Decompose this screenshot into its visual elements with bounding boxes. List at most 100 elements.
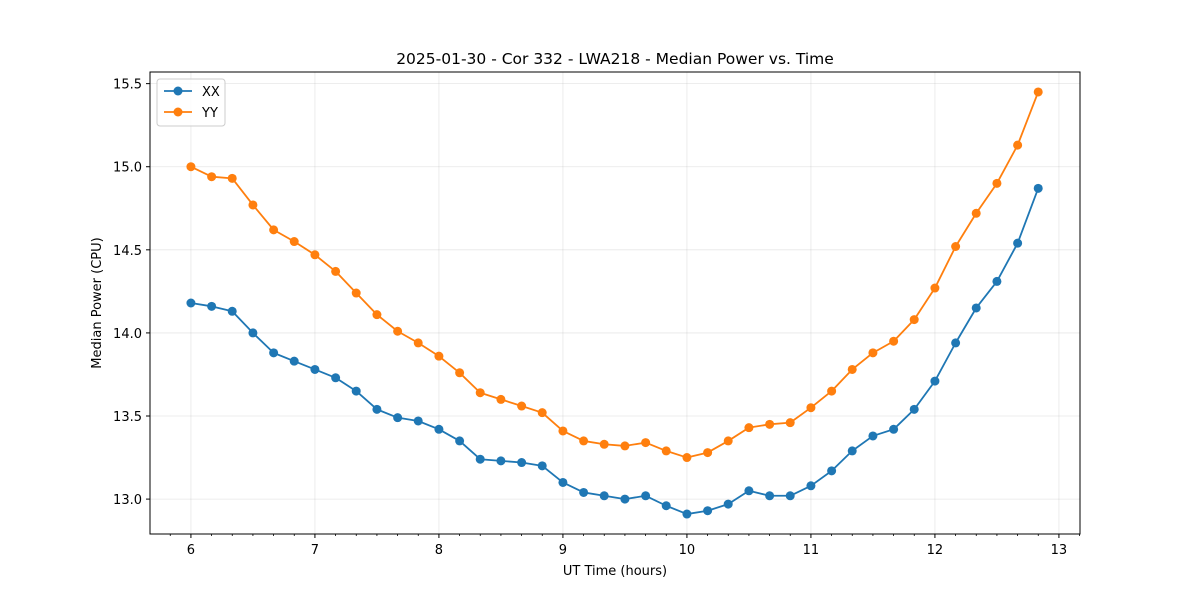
legend-marker-yy (173, 107, 183, 117)
data-point-xx (909, 404, 919, 414)
x-tick-label: 9 (559, 543, 567, 558)
data-point-xx (455, 436, 465, 446)
data-point-xx (207, 301, 217, 311)
data-point-yy (599, 439, 609, 449)
x-axis-label: UT Time (hours) (563, 564, 667, 579)
data-point-xx (827, 466, 837, 476)
data-point-yy (827, 386, 837, 396)
data-point-xx (413, 416, 423, 426)
data-point-xx (393, 413, 403, 423)
data-point-xx (227, 306, 237, 316)
data-point-yy (372, 310, 382, 320)
data-point-xx (269, 348, 279, 358)
x-tick-label: 10 (679, 543, 696, 558)
data-point-xx (248, 328, 258, 338)
data-point-xx (971, 303, 981, 313)
data-point-yy (496, 394, 506, 404)
legend-label-yy: YY (201, 106, 218, 121)
data-point-yy (620, 441, 630, 451)
data-point-xx (434, 424, 444, 434)
legend-marker-xx (173, 86, 183, 96)
data-point-yy (331, 266, 341, 276)
data-point-xx (372, 404, 382, 414)
x-tick-label: 7 (311, 543, 319, 558)
x-tick-label: 13 (1051, 543, 1068, 558)
data-point-yy (641, 438, 651, 448)
data-point-xx (496, 456, 506, 466)
data-point-yy (289, 237, 299, 247)
data-point-yy (868, 348, 878, 358)
data-point-xx (930, 376, 940, 386)
data-point-yy (207, 172, 217, 182)
series-yy (186, 87, 1043, 463)
chart-title: 2025-01-30 - Cor 332 - LWA218 - Median P… (396, 50, 834, 68)
data-point-yy (930, 283, 940, 293)
data-point-yy (951, 241, 961, 251)
legend: XX YY (156, 78, 226, 127)
data-point-xx (992, 276, 1002, 286)
data-point-xx (723, 499, 733, 509)
x-tick-label: 12 (927, 543, 944, 558)
data-point-yy (889, 336, 899, 346)
series-xx (186, 183, 1043, 519)
data-point-yy (227, 173, 237, 183)
legend-label-xx: XX (202, 85, 220, 100)
data-point-xx (868, 431, 878, 441)
data-point-yy (723, 436, 733, 446)
data-point-yy (682, 453, 692, 463)
data-point-yy (992, 178, 1002, 188)
data-point-xx (951, 338, 961, 348)
data-point-yy (579, 436, 589, 446)
data-point-xx (847, 446, 857, 456)
data-point-xx (186, 298, 196, 308)
data-point-xx (620, 494, 630, 504)
x-tick-label: 6 (187, 543, 195, 558)
data-point-xx (599, 491, 609, 501)
y-tick-label: 13.5 (113, 410, 142, 425)
y-tick-label: 15.5 (113, 78, 142, 93)
data-point-xx (331, 373, 341, 383)
y-axis-label: Median Power (CPU) (90, 237, 105, 368)
data-point-xx (1033, 183, 1043, 193)
data-point-yy (517, 401, 527, 411)
data-point-yy (806, 403, 816, 413)
data-point-xx (537, 461, 547, 471)
data-point-yy (455, 368, 465, 378)
data-point-xx (558, 477, 568, 487)
data-point-xx (579, 487, 589, 497)
data-point-yy (1033, 87, 1043, 97)
data-point-xx (517, 458, 527, 468)
data-point-xx (289, 356, 299, 366)
data-point-xx (351, 386, 361, 396)
data-point-yy (475, 388, 485, 398)
data-point-xx (310, 364, 320, 374)
data-point-yy (1013, 140, 1023, 150)
data-point-xx (744, 486, 754, 496)
grid (150, 72, 1080, 534)
data-point-xx (661, 501, 671, 511)
data-point-yy (248, 200, 258, 210)
data-point-yy (847, 364, 857, 374)
x-tick-label: 11 (803, 543, 820, 558)
data-point-yy (558, 426, 568, 436)
series-layer (186, 87, 1043, 519)
y-tick-label: 14.5 (113, 244, 142, 259)
data-point-yy (269, 225, 279, 235)
data-point-xx (806, 481, 816, 491)
y-tick-label: 13.0 (113, 493, 142, 508)
data-point-xx (703, 506, 713, 516)
data-point-yy (971, 208, 981, 218)
plot-frame (149, 71, 1081, 535)
data-point-xx (475, 454, 485, 464)
data-point-yy (186, 162, 196, 172)
data-point-xx (889, 424, 899, 434)
x-tick-label: 8 (435, 543, 443, 558)
data-point-yy (744, 423, 754, 433)
data-point-yy (393, 326, 403, 336)
data-point-xx (1013, 238, 1023, 248)
data-point-xx (785, 491, 795, 501)
data-point-yy (703, 448, 713, 458)
y-tick-label: 14.0 (113, 327, 142, 342)
axis-ticks: 6 7 8 9 10 11 12 13 13.0 13.5 14.0 14.5 15.0 15.5 (113, 78, 1080, 558)
